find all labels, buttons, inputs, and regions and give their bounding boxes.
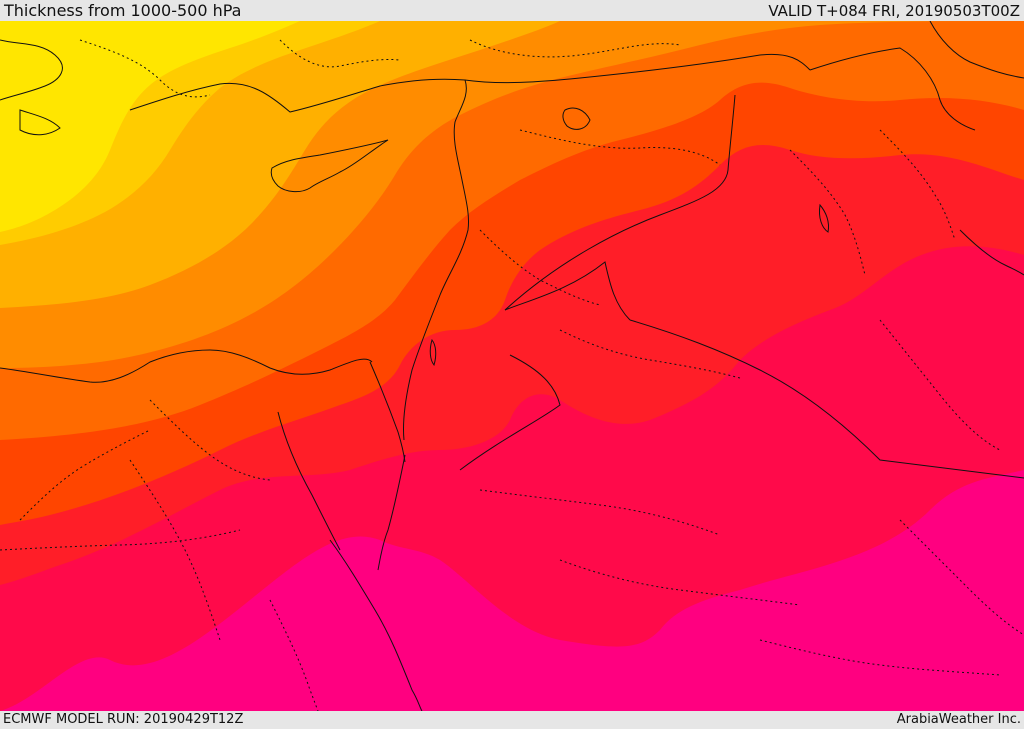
iraq-border-west <box>504 94 736 311</box>
model-run-label: ECMWF MODEL RUN: 20190429T12Z <box>3 712 244 727</box>
red-sea-east <box>377 454 406 571</box>
dotted-border-17 <box>559 329 741 379</box>
aegean-coast-2 <box>19 109 61 136</box>
dotted-border-14 <box>269 599 319 711</box>
dotted-border-4 <box>519 129 721 166</box>
egypt-coast <box>0 349 373 383</box>
map-title: Thickness from 1000-500 hPa <box>4 1 242 20</box>
dotted-border-11 <box>479 489 721 536</box>
dotted-border-8 <box>149 399 271 481</box>
dotted-border-15 <box>129 459 221 641</box>
header-bar: Thickness from 1000-500 hPa VALID T+084 … <box>0 0 1024 21</box>
cyprus-coast <box>270 139 389 193</box>
national-borders <box>369 47 1024 479</box>
lake-van <box>562 107 591 130</box>
band-1 <box>0 21 300 232</box>
valid-time: VALID T+084 FRI, 20190503T00Z <box>768 2 1020 20</box>
inland-water <box>429 107 829 367</box>
credit-label: ArabiaWeather Inc. <box>896 712 1021 727</box>
dotted-border-3 <box>469 39 681 58</box>
dotted-border-9 <box>0 529 241 551</box>
dotted-border-2 <box>279 39 401 68</box>
egypt-israel-border <box>369 361 406 463</box>
turkey-syria-border <box>464 53 811 84</box>
caspian-coast <box>929 21 1024 79</box>
saudi-iraq-border <box>629 319 1024 479</box>
urmia-lake <box>819 203 829 233</box>
dotted-border-16 <box>879 129 956 241</box>
dotted-border-10 <box>19 429 151 521</box>
dead-sea <box>429 338 437 367</box>
dotted-border-6 <box>789 149 866 276</box>
levant-coast <box>129 78 469 441</box>
footer-bar: ECMWF MODEL RUN: 20190429T12Z ArabiaWeat… <box>0 711 1024 729</box>
jordan-saudi-south <box>459 354 561 471</box>
admin-borders <box>0 39 1024 711</box>
gulf-suez <box>277 411 341 551</box>
gulf-head <box>959 229 1024 276</box>
coastlines <box>0 21 1024 711</box>
thickness-map <box>0 21 1024 711</box>
red-sea-west <box>329 539 423 711</box>
dotted-border-1 <box>79 39 211 98</box>
aegean-coast-1 <box>0 39 63 101</box>
dotted-border-13 <box>759 639 1001 676</box>
dotted-border-18 <box>899 519 1024 636</box>
dotted-border-12 <box>559 559 801 606</box>
thickness-map-svg <box>0 21 1024 711</box>
jordan-saudi-border <box>504 261 631 321</box>
dotted-border-7 <box>879 319 1001 451</box>
iraq-border-north <box>809 47 976 131</box>
